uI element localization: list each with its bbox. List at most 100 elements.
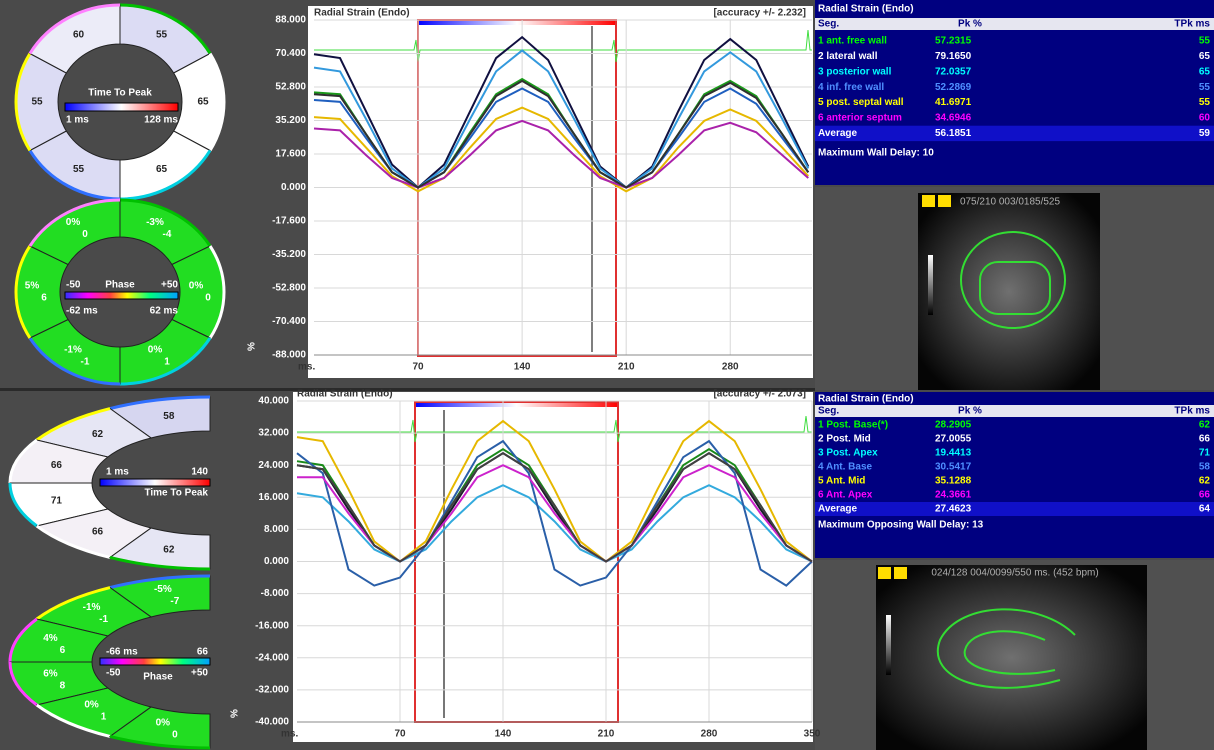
peak-value: 34.6946 — [935, 113, 972, 124]
segment-value: 65 — [156, 164, 168, 175]
image-header: 024/128 004/0099/550 ms. (452 bpm) — [931, 568, 1098, 579]
segment-phase-ms: -1 — [81, 356, 90, 367]
table-header: TPk ms — [1174, 19, 1210, 30]
peak-value: 30.5417 — [935, 462, 972, 473]
gray-scale — [886, 615, 891, 675]
time-to-peak: 59 — [1199, 128, 1211, 139]
prev-button[interactable] — [922, 195, 935, 207]
y-tick-label: 88.000 — [275, 15, 306, 26]
x-tick-label: 280 — [722, 362, 739, 373]
segment-phase-ms: 6 — [41, 293, 47, 304]
time-to-peak: 55 — [1199, 97, 1211, 108]
scale-min: 1 ms — [66, 115, 89, 126]
segment-phase-pct: 0% — [189, 281, 204, 292]
time-to-peak: 55 — [1199, 82, 1211, 93]
ultrasound-image — [876, 565, 1147, 750]
y-tick-label: 0.000 — [281, 182, 306, 193]
segment-phase-pct: -3% — [146, 217, 164, 228]
segment-name: 2 lateral wall — [818, 51, 878, 62]
table-header: Pk % — [958, 19, 982, 30]
time-to-peak: 66 — [1199, 434, 1211, 445]
x-tick-label: 70 — [394, 729, 406, 740]
segment-phase-ms: 0 — [82, 229, 88, 240]
segment-name: 6 anterior septum — [818, 113, 902, 124]
x-axis-label: ms. — [281, 729, 298, 740]
y-tick-label: -35.200 — [272, 249, 306, 260]
segment-value: 55 — [31, 97, 43, 108]
chart-annotation: [accuracy +/- 2.232] — [713, 8, 806, 19]
x-tick-label: 210 — [598, 729, 615, 740]
segment-phase-ms: -7 — [170, 596, 179, 607]
segment-name: 1 ant. free wall — [818, 36, 887, 47]
time-to-peak: 71 — [1199, 448, 1211, 459]
scale-min: 1 ms — [106, 467, 129, 478]
table-footer: Maximum Wall Delay: 10 — [818, 148, 934, 159]
segment-name: 6 Ant. Apex — [818, 490, 873, 501]
average-row — [815, 126, 1214, 141]
ultrasound-image — [918, 193, 1100, 390]
scale-max: 128 ms — [144, 115, 178, 126]
peak-value: 41.6971 — [935, 97, 972, 108]
segment-value: 58 — [163, 411, 175, 422]
y-axis-label: % — [247, 342, 258, 351]
segment-phase-pct: 0% — [66, 217, 81, 228]
time-to-peak: 65 — [1199, 51, 1211, 62]
y-tick-label: -40.000 — [255, 717, 289, 728]
segment-name: Average — [818, 504, 858, 515]
average-row — [815, 502, 1214, 516]
y-tick-label: 16.000 — [258, 492, 289, 503]
segment-value: 62 — [92, 429, 104, 440]
next-button[interactable] — [894, 567, 907, 579]
divider — [0, 388, 815, 391]
segment-phase-ms: 0 — [172, 729, 178, 740]
page: 075/210 003/0185/525 024/128 004/0099/55… — [0, 0, 1214, 750]
x-tick-label: 350 — [804, 729, 821, 740]
scale-max: +50 — [161, 280, 178, 291]
segment-phase-pct: 6% — [43, 668, 58, 679]
y-tick-label: -70.400 — [272, 316, 306, 327]
y-tick-label: 70.400 — [275, 48, 306, 59]
plot-area — [308, 6, 813, 378]
peak-value: 27.0055 — [935, 434, 972, 445]
color-scale — [100, 479, 210, 486]
peak-value: 56.1851 — [935, 128, 972, 139]
segment-name: 4 inf. free wall — [818, 82, 884, 93]
time-to-peak: 55 — [1199, 36, 1211, 47]
y-axis-label: % — [230, 709, 241, 718]
peak-value: 79.1650 — [935, 51, 972, 62]
segment-phase-ms: 1 — [101, 711, 107, 722]
segment-value: 71 — [51, 495, 63, 506]
y-tick-label: -52.800 — [272, 283, 306, 294]
segment-name: 3 Post. Apex — [818, 448, 878, 459]
y-tick-label: -8.000 — [261, 588, 290, 599]
segment-name: 5 post. septal wall — [818, 97, 904, 108]
segment-phase-ms: 0 — [205, 293, 211, 304]
time-to-peak: 62 — [1199, 420, 1211, 431]
segment-phase-ms: -1 — [99, 614, 108, 625]
next-button[interactable] — [938, 195, 951, 207]
peak-value: 28.2905 — [935, 420, 972, 431]
y-tick-label: 35.200 — [275, 115, 306, 126]
x-tick-label: 280 — [701, 729, 718, 740]
color-scale — [100, 658, 210, 665]
color-scale — [65, 103, 178, 111]
segment-value: 60 — [73, 30, 85, 41]
x-tick-label: 140 — [514, 362, 531, 373]
segment-name: 2 Post. Mid — [818, 434, 871, 445]
segment-value: 55 — [73, 164, 85, 175]
y-tick-label: -17.600 — [272, 216, 306, 227]
segment-phase-ms: -4 — [163, 229, 172, 240]
scale-lo: -66 ms — [106, 647, 138, 658]
peak-value: 24.3661 — [935, 490, 972, 501]
scale-title: Phase — [105, 280, 135, 291]
peak-value: 19.4413 — [935, 448, 972, 459]
y-tick-label: 17.600 — [275, 149, 306, 160]
segment-phase-pct: 0% — [148, 344, 163, 355]
color-scale — [65, 292, 178, 299]
peak-value: 52.2869 — [935, 82, 972, 93]
prev-button[interactable] — [878, 567, 891, 579]
segment-value: 55 — [156, 30, 168, 41]
scale-title: Phase — [143, 672, 173, 683]
scale-min: -50 — [66, 280, 81, 291]
time-to-peak: 66 — [1199, 490, 1211, 501]
